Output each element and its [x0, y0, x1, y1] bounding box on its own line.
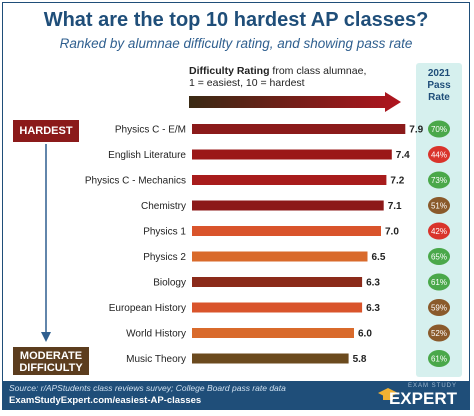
hardest-tag: HARDEST: [13, 120, 79, 142]
brand-small: EXAM STUDY: [407, 383, 457, 389]
pass-rate-badge: [428, 171, 450, 189]
legend-scale: 1 = easiest, 10 = hardest: [189, 77, 305, 89]
pass-rate-badge: [428, 120, 450, 138]
legend-rest: from class alumnae,: [269, 65, 367, 77]
pass-rate-badge: [428, 324, 450, 342]
chart-subtitle: Ranked by alumnae difficulty rating, and…: [59, 36, 413, 51]
bar: [192, 277, 363, 287]
value-label: 6.3: [366, 303, 380, 314]
value-label: 5.8: [353, 354, 367, 365]
value-label: 7.4: [396, 150, 410, 161]
moderate-line2: DIFFICULTY: [19, 362, 83, 374]
pass-rate-label: 70%: [431, 125, 447, 134]
bar: [192, 149, 392, 160]
value-label: 7.2: [390, 176, 404, 187]
category-label: World History: [126, 329, 186, 340]
category-label: Chemistry: [141, 201, 186, 212]
pass-rate-badge: [428, 299, 450, 316]
value-label: 6.0: [358, 329, 372, 340]
pass-rate-label: 52%: [431, 329, 447, 338]
site-url[interactable]: ExamStudyExpert.com/easiest-AP-classes: [9, 395, 202, 406]
category-label: Physics 2: [143, 252, 186, 263]
pass-rate-label: 42%: [431, 227, 447, 236]
category-label: Music Theory: [126, 354, 186, 365]
bar: [192, 175, 387, 185]
pass-rate-badge: [428, 248, 450, 265]
bar: [192, 353, 349, 364]
pass-rate-label: 73%: [431, 176, 447, 185]
category-label: Physics 1: [143, 227, 186, 238]
legend-bold: Difficulty Rating: [189, 65, 270, 77]
bar: [192, 302, 363, 313]
pass-header-pass: Pass: [427, 80, 451, 91]
category-label: European History: [109, 303, 186, 314]
bar: [192, 124, 406, 134]
value-label: 6.5: [372, 252, 386, 263]
moderate-line1: MODERATE: [19, 350, 83, 362]
category-label: English Literature: [108, 150, 186, 161]
pass-rate-header: 2021 Pass Rate: [416, 68, 462, 104]
difficulty-legend: Difficulty Rating from class alumnae, 1 …: [189, 65, 409, 89]
value-label: 7.9: [409, 125, 423, 136]
bar: [192, 251, 368, 262]
pass-rate-badge: [428, 146, 450, 163]
pass-rate-label: 65%: [431, 253, 447, 262]
bar: [192, 200, 384, 211]
pass-rate-badge: [428, 197, 450, 214]
graduation-cap-icon: [378, 388, 398, 400]
pass-rate-badge: [428, 273, 450, 291]
bar: [192, 226, 381, 236]
arrow-right-icon: [189, 92, 401, 112]
pass-rate-badge: [428, 222, 450, 240]
pass-rate-badge: [428, 350, 450, 367]
brand-logo: EXPERT: [388, 389, 457, 408]
bar: [192, 328, 354, 338]
moderate-difficulty-tag: MODERATE DIFFICULTY: [13, 347, 89, 375]
pass-rate-label: 61%: [431, 355, 447, 364]
source-note: Source: r/APStudents class reviews surve…: [9, 383, 286, 393]
value-label: 7.0: [385, 227, 399, 238]
category-label: Biology: [153, 278, 186, 289]
value-label: 7.1: [388, 201, 402, 212]
chart-title: What are the top 10 hardest AP classes?: [43, 9, 429, 31]
down-arrow-icon: [41, 144, 51, 342]
pass-header-year: 2021: [427, 68, 451, 79]
category-label: Physics C - E/M: [115, 125, 186, 136]
bar-chart: Physics C - E/M 7.9 70% English Literature 7…: [85, 120, 450, 367]
pass-rate-label: 59%: [431, 304, 447, 313]
pass-rate-label: 61%: [431, 278, 447, 287]
infographic-frame: What are the top 10 hardest AP classes? …: [2, 2, 470, 410]
category-label: Physics C - Mechanics: [85, 176, 186, 187]
value-label: 6.3: [366, 278, 380, 289]
footer: Source: r/APStudents class reviews surve…: [3, 381, 469, 409]
pass-header-rate: Rate: [428, 92, 450, 103]
pass-rate-label: 51%: [431, 202, 447, 211]
pass-rate-label: 44%: [431, 151, 447, 160]
